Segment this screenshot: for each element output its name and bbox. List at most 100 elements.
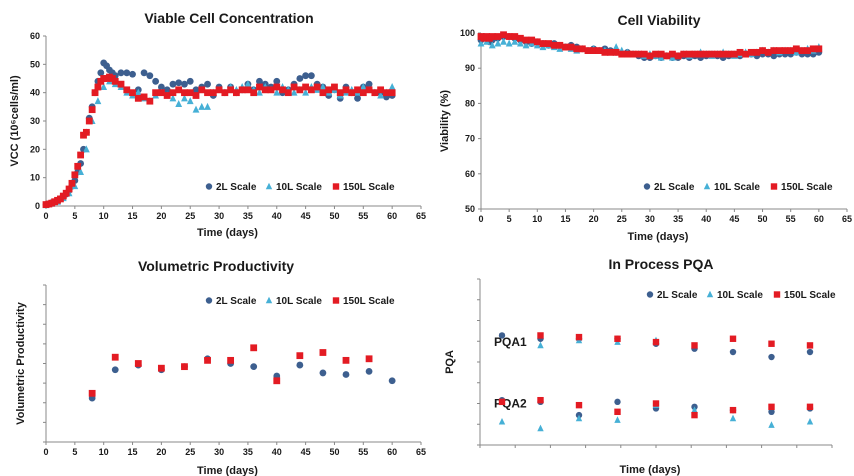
data-point (691, 411, 698, 419)
data-point (498, 417, 506, 425)
data-point (498, 332, 506, 339)
data-point (117, 69, 125, 77)
data-point (371, 89, 379, 97)
x-tick-label: 65 (416, 211, 426, 221)
data-point (505, 39, 513, 47)
data-point (163, 92, 171, 99)
data-point (768, 340, 775, 347)
data-point (232, 89, 240, 97)
x-tick-label: 50 (758, 214, 768, 224)
data-point (354, 94, 361, 102)
legend: 2L Scale 10L Scale 150L Scale (205, 296, 395, 307)
data-point (181, 94, 188, 102)
data-point (82, 145, 90, 153)
data-point (691, 342, 698, 349)
data-point (319, 89, 327, 97)
x-tick-label: 0 (43, 211, 48, 221)
x-tick-label: 65 (416, 447, 426, 457)
data-point (573, 45, 581, 53)
data-point (77, 151, 85, 159)
data-point (256, 77, 263, 85)
x-tick-label: 55 (786, 214, 796, 224)
data-point (674, 52, 682, 60)
data-point (146, 72, 154, 80)
row-label: PQA1 (494, 335, 527, 349)
data-point (806, 348, 814, 356)
y-tick-label: 20 (30, 144, 40, 154)
data-point (319, 369, 327, 377)
data-point (388, 89, 396, 97)
data-point (691, 406, 698, 413)
x-tick-label: 20 (589, 214, 599, 224)
x-tick-label: 30 (214, 447, 224, 457)
data-point (643, 183, 651, 190)
y-axis-label: Volumetric Productivity (15, 301, 27, 425)
data-point (388, 83, 396, 90)
x-tick-label: 25 (617, 214, 627, 224)
data-point (175, 86, 183, 94)
data-point (768, 353, 775, 361)
x-tick-label: 60 (387, 447, 397, 457)
data-point (359, 83, 367, 90)
data-point (94, 97, 102, 105)
x-tick-label: 30 (214, 211, 224, 221)
data-point (575, 414, 583, 422)
y-tick-label: 0 (35, 201, 40, 211)
data-point (307, 86, 315, 94)
data-point (753, 48, 761, 56)
legend-label: 10L Scale (717, 290, 763, 301)
data-point (204, 80, 211, 88)
x-tick-label: 40 (272, 211, 282, 221)
y-tick-label: 50 (30, 59, 40, 69)
data-point (590, 47, 598, 54)
y-tick-label: 40 (30, 88, 40, 98)
data-point (111, 366, 119, 374)
y-tick-label: 10 (30, 173, 40, 183)
y-tick-label: 90 (465, 63, 475, 73)
data-point (595, 47, 603, 54)
x-tick-label: 30 (645, 214, 655, 224)
x-tick-label: 55 (358, 447, 368, 457)
data-point (736, 48, 744, 56)
data-point (806, 417, 814, 425)
x-tick-label: 50 (329, 211, 339, 221)
data-point (365, 355, 373, 363)
y-tick-label: 50 (465, 204, 475, 214)
data-point (708, 50, 716, 58)
data-point (181, 89, 188, 97)
data-point (290, 83, 298, 91)
data-point (227, 356, 235, 364)
data-point (100, 83, 108, 90)
data-point (332, 183, 340, 190)
data-point (331, 83, 338, 91)
data-point (302, 83, 310, 91)
x-tick-label: 5 (507, 214, 512, 224)
data-point (770, 52, 778, 60)
data-point (776, 47, 783, 54)
x-tick-label: 60 (814, 214, 824, 224)
y-axis-label: Viability (%) (439, 90, 451, 152)
data-point (365, 367, 373, 375)
data-point (302, 72, 310, 80)
data-point (157, 364, 165, 372)
series-2l-scale (88, 355, 396, 402)
data-point (500, 31, 507, 39)
data-point (65, 185, 73, 193)
x-tick-label: 10 (532, 214, 542, 224)
chart-title: In Process PQA (608, 256, 713, 272)
data-point (284, 89, 292, 97)
data-point (342, 86, 350, 94)
data-point (537, 396, 544, 404)
data-point (267, 86, 275, 94)
x-axis-label: Time (days) (197, 465, 258, 476)
data-point (770, 47, 778, 54)
data-point (505, 33, 513, 40)
data-point (729, 406, 737, 414)
data-point (181, 80, 188, 88)
data-point (494, 39, 502, 47)
data-point (169, 89, 177, 97)
data-point (296, 361, 304, 369)
data-point (134, 88, 142, 96)
data-point (646, 291, 654, 298)
